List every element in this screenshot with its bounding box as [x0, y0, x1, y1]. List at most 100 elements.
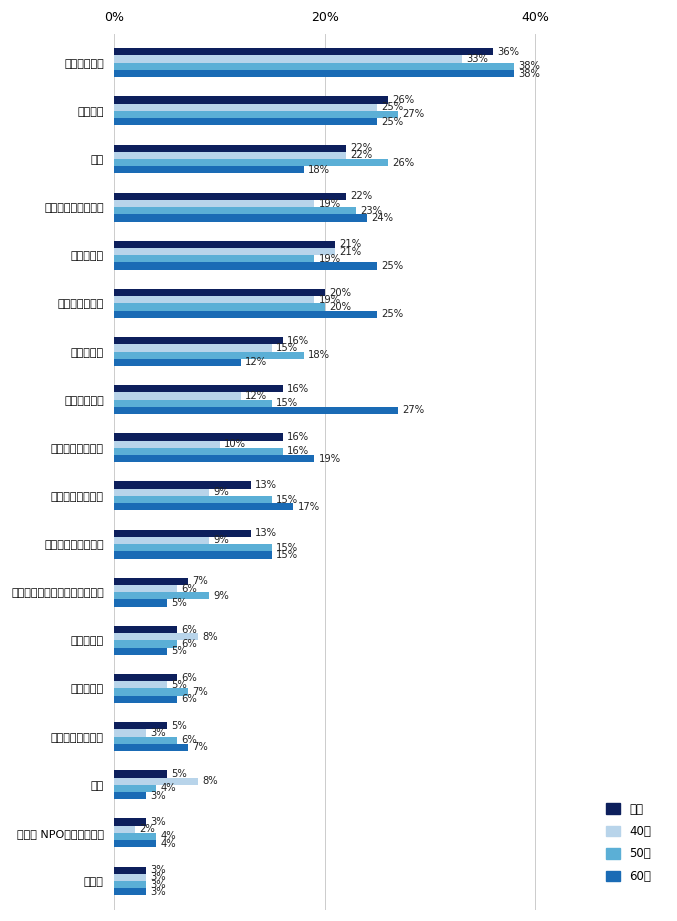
Text: 12%: 12% [245, 357, 267, 367]
Text: 25%: 25% [382, 261, 403, 271]
Bar [114, 289, 325, 297]
Text: 27%: 27% [403, 405, 424, 415]
Bar [114, 647, 167, 655]
Bar [114, 192, 346, 200]
Text: 10%: 10% [223, 439, 246, 449]
Bar [114, 819, 146, 825]
Text: 9%: 9% [213, 535, 229, 545]
Bar [114, 392, 240, 400]
Bar [114, 344, 272, 352]
Bar [114, 825, 135, 833]
Bar [114, 118, 377, 125]
Text: 3%: 3% [150, 817, 166, 827]
Text: 5%: 5% [171, 769, 187, 779]
Bar [114, 262, 377, 270]
Text: 38%: 38% [519, 68, 540, 78]
Text: 6%: 6% [181, 624, 198, 635]
Text: 33%: 33% [466, 54, 487, 64]
Bar [114, 359, 240, 366]
Text: 26%: 26% [392, 95, 414, 105]
Bar [114, 448, 283, 455]
Text: 22%: 22% [350, 143, 372, 153]
Bar [114, 440, 219, 448]
Bar [114, 552, 272, 558]
Bar [114, 159, 388, 166]
Bar [114, 55, 462, 63]
Text: 6%: 6% [181, 694, 198, 705]
Text: 16%: 16% [287, 432, 309, 442]
Text: 15%: 15% [276, 550, 299, 560]
Bar [114, 585, 177, 592]
Text: 4%: 4% [160, 784, 176, 793]
Bar [114, 544, 272, 552]
Legend: 全体, 40代, 50代, 60代: 全体, 40代, 50代, 60代 [603, 799, 655, 887]
Bar [114, 770, 167, 777]
Text: 12%: 12% [245, 391, 267, 401]
Text: 19%: 19% [318, 254, 341, 263]
Bar [114, 689, 188, 695]
Bar [114, 495, 272, 503]
Bar [114, 737, 177, 744]
Bar [114, 577, 188, 585]
Bar [114, 881, 146, 888]
Bar [114, 337, 283, 344]
Text: 5%: 5% [171, 598, 187, 608]
Text: 23%: 23% [361, 205, 383, 216]
Text: 16%: 16% [287, 447, 309, 457]
Bar [114, 695, 177, 703]
Bar [114, 592, 209, 600]
Text: 8%: 8% [202, 632, 218, 642]
Bar [114, 48, 493, 55]
Text: 17%: 17% [297, 502, 320, 512]
Text: 13%: 13% [255, 480, 278, 490]
Text: 25%: 25% [382, 117, 403, 127]
Text: 9%: 9% [213, 487, 229, 497]
Text: 27%: 27% [403, 110, 424, 120]
Bar [114, 248, 335, 255]
Bar [114, 145, 346, 152]
Text: 4%: 4% [160, 832, 176, 842]
Bar [114, 63, 515, 70]
Bar [114, 352, 304, 359]
Bar [114, 833, 156, 840]
Bar [114, 674, 177, 682]
Text: 3%: 3% [150, 865, 166, 875]
Text: 5%: 5% [171, 680, 187, 690]
Bar [114, 777, 198, 785]
Text: 22%: 22% [350, 192, 372, 202]
Text: 6%: 6% [181, 735, 198, 745]
Text: 15%: 15% [276, 398, 299, 408]
Text: 26%: 26% [392, 157, 414, 168]
Text: 6%: 6% [181, 584, 198, 594]
Text: 25%: 25% [382, 102, 403, 112]
Text: 19%: 19% [318, 454, 341, 463]
Text: 7%: 7% [192, 742, 208, 752]
Bar [114, 215, 367, 222]
Text: 22%: 22% [350, 150, 372, 160]
Bar [114, 840, 156, 847]
Text: 7%: 7% [192, 687, 208, 697]
Bar [114, 729, 146, 737]
Bar [114, 867, 146, 874]
Text: 18%: 18% [308, 165, 330, 175]
Bar [114, 682, 167, 689]
Text: 24%: 24% [371, 213, 393, 223]
Text: 19%: 19% [318, 199, 341, 208]
Bar [114, 888, 146, 895]
Bar [114, 455, 314, 462]
Bar [114, 530, 251, 537]
Text: 3%: 3% [150, 790, 166, 800]
Text: 3%: 3% [150, 728, 166, 738]
Text: 16%: 16% [287, 384, 309, 394]
Bar [114, 792, 146, 799]
Bar [114, 482, 251, 489]
Bar [114, 70, 515, 77]
Text: 21%: 21% [339, 239, 362, 250]
Text: 3%: 3% [150, 880, 166, 890]
Bar [114, 297, 314, 303]
Text: 4%: 4% [160, 839, 176, 849]
Bar [114, 407, 399, 414]
Text: 13%: 13% [255, 529, 278, 538]
Text: 15%: 15% [276, 542, 299, 553]
Bar [114, 152, 346, 159]
